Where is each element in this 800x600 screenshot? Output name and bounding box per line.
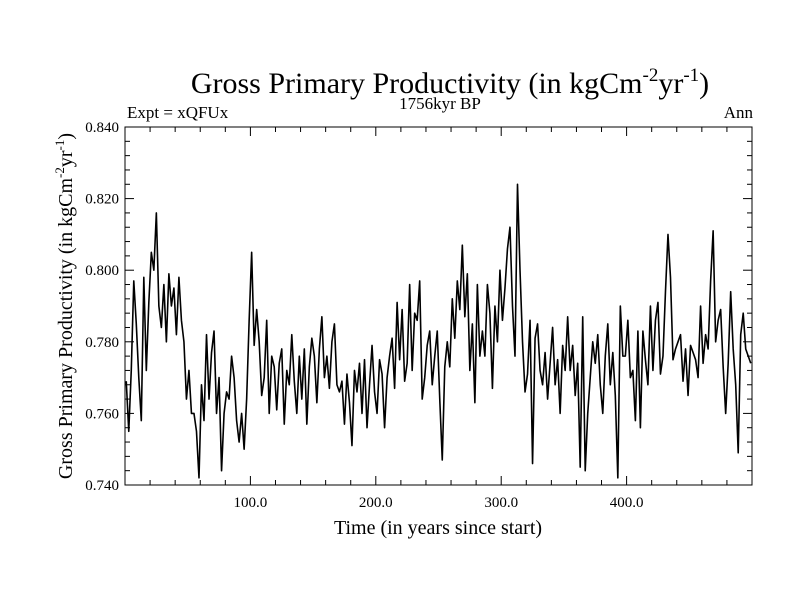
tick-labels: 100.0 200.0 300.0 400.0 0.740 0.760 0.780 0.800… (85, 120, 643, 511)
y-tick-label: 0.840 (85, 120, 119, 136)
period-label: 1756kyr BP (399, 94, 481, 113)
y-tick-label: 0.820 (85, 192, 119, 208)
y-tick-label: 0.760 (85, 406, 119, 422)
x-tick-label: 300.0 (484, 495, 518, 511)
x-tick-label: 100.0 (234, 495, 268, 511)
y-tick-label: 0.780 (85, 335, 119, 351)
y-axis-label: Gross Primary Productivity (in kgCm-2yr-… (52, 133, 77, 479)
experiment-label: Expt = xQFUx (127, 103, 229, 122)
series-line (125, 183, 752, 479)
plot-frame (124, 126, 753, 486)
chart-title: Gross Primary Productivity (in kgCm-2yr-… (191, 65, 709, 100)
y-tick-label: 0.800 (85, 263, 119, 279)
x-tick-label: 400.0 (610, 495, 644, 511)
axis-ticks (125, 126, 752, 486)
y-tick-label: 0.740 (85, 478, 119, 494)
x-tick-label: 200.0 (359, 495, 393, 511)
x-axis-label: Time (in years since start) (334, 517, 542, 539)
season-label: Ann (724, 103, 754, 122)
